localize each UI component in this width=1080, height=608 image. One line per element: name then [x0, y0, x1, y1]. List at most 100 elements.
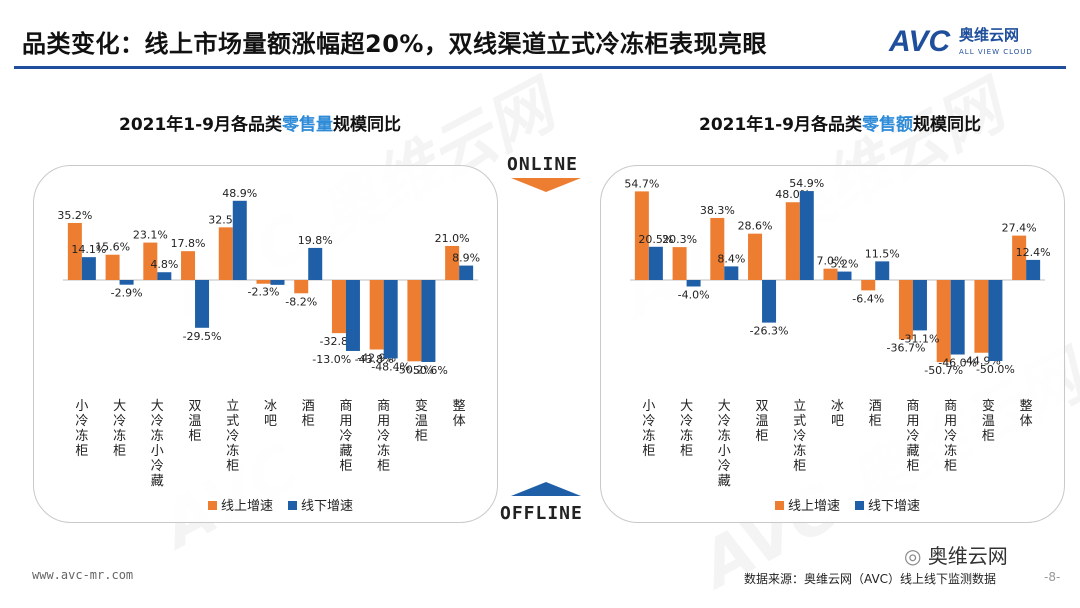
bar-offline	[988, 280, 1003, 361]
bar-offline	[1026, 259, 1041, 280]
bar-online	[898, 280, 913, 340]
bar-online	[785, 202, 800, 280]
legend-swatch	[208, 501, 217, 510]
logo-sub: ALL VIEW CLOUD	[959, 48, 1033, 56]
bar-offline	[724, 266, 739, 280]
bar-online	[407, 280, 422, 362]
data-label: -2.3%	[248, 286, 280, 299]
offline-badge: OFFLINE	[500, 503, 583, 524]
data-label: 38.3%	[700, 204, 735, 217]
data-label: -6.4%	[852, 292, 884, 305]
bar-offline	[308, 247, 323, 280]
online-arrow-icon	[511, 178, 581, 192]
category-label: 双温柜	[756, 399, 769, 444]
category-label: 大冷冻小冷藏	[718, 399, 731, 489]
category-label: 变温柜	[415, 398, 428, 444]
data-label: 23.1%	[133, 229, 168, 242]
chart-title-volume: 2021年1-9月各品类零售量规模同比	[70, 110, 450, 136]
category-label: 立式冷冻柜	[793, 399, 806, 474]
bar-offline	[950, 280, 965, 355]
category-label: 整体	[453, 399, 466, 429]
category-label: 商用冷冻柜	[377, 399, 390, 474]
bar-offline	[232, 200, 247, 280]
bar-offline	[119, 280, 134, 285]
data-label: 28.6%	[738, 220, 773, 233]
legend-swatch	[775, 501, 784, 510]
data-label: 11.5%	[865, 247, 900, 260]
category-label: 双温柜	[189, 399, 202, 444]
bar-offline	[837, 271, 852, 280]
data-label: -29.5%	[183, 330, 222, 343]
bar-offline	[686, 280, 701, 287]
data-label: 7.0%	[817, 255, 845, 268]
data-label: -46.0%	[938, 357, 977, 370]
category-label: 酒柜	[302, 399, 315, 429]
wechat-icon: ◎	[904, 544, 928, 568]
bar-offline	[81, 257, 96, 280]
data-label: -48.4%	[371, 360, 410, 373]
bar-online	[861, 280, 876, 291]
bar-online	[445, 245, 460, 280]
chart-title-suffix: 规模同比	[913, 115, 982, 135]
category-label: 大冷冻柜	[680, 399, 693, 459]
data-label: 48.9%	[222, 187, 257, 200]
data-label: -4.0%	[678, 288, 710, 301]
chart-title-highlight: 零售量	[282, 115, 334, 135]
bar-offline	[762, 280, 777, 323]
legend-swatch	[855, 501, 864, 510]
category-label: 大冷冻小冷藏	[151, 399, 164, 489]
data-label: 27.4%	[1002, 222, 1037, 235]
logo-text: AVC	[888, 25, 951, 58]
category-label: 商用冷藏柜	[906, 399, 919, 474]
data-label: -26.3%	[750, 325, 789, 338]
category-label: 商用冷冻柜	[944, 399, 957, 474]
category-label: 小冷冻柜	[75, 399, 88, 459]
page-title: 品类变化：线上市场量额涨幅超20%，双线渠道立式冷冻柜表现亮眼	[22, 30, 767, 58]
data-label: 20.5%	[638, 233, 673, 246]
bar-online	[748, 233, 763, 280]
category-label: 整体	[1020, 399, 1033, 429]
bar-online	[256, 280, 271, 284]
bar-online	[634, 191, 649, 280]
category-label: 商用冷藏柜	[339, 399, 352, 474]
bar-online	[143, 242, 158, 280]
data-label: 12.4%	[1016, 246, 1051, 259]
data-label: 35.2%	[57, 209, 92, 222]
category-label: 立式冷冻柜	[226, 399, 239, 474]
bar-offline	[799, 191, 814, 280]
bar-online	[67, 222, 82, 280]
wechat-account: ◎ 奥维云网	[904, 540, 1008, 569]
data-label: 4.8%	[150, 258, 178, 271]
category-label: 冰吧	[831, 399, 844, 429]
chart-title-prefix: 2021年1-9月各品类	[698, 115, 863, 135]
data-label: 20.3%	[662, 233, 697, 246]
legend-swatch	[288, 501, 297, 510]
chart-title-highlight: 零售额	[862, 115, 914, 135]
data-label: -13.0% -43.8%	[312, 353, 393, 366]
legend-label: 线上增速	[221, 499, 273, 514]
data-label: -8.2%	[285, 295, 317, 308]
bar-online	[1012, 235, 1027, 280]
avc-logo: AVC 奥维云网 ALL VIEW CLOUD	[888, 25, 1033, 58]
bar-online	[974, 280, 989, 353]
chart-title-value: 2021年1-9月各品类零售额规模同比	[650, 110, 1030, 136]
bar-online	[181, 251, 196, 280]
bar-online	[331, 280, 346, 334]
data-label: -2.9%	[111, 287, 143, 300]
data-label: -50.2%	[395, 363, 434, 376]
bar-offline	[421, 280, 436, 362]
bar-online	[672, 247, 687, 280]
data-label: 21.0%	[435, 232, 470, 245]
footer-url: www.avc-mr.com	[32, 568, 134, 582]
bar-online	[936, 280, 951, 363]
category-label: 大冷冻柜	[113, 399, 126, 459]
data-label: 5.2%	[831, 258, 859, 271]
bar-online	[218, 227, 233, 280]
online-badge: ONLINE	[507, 154, 579, 175]
data-label: 17.8%	[171, 237, 206, 250]
bar-online	[294, 280, 309, 294]
bar-offline	[270, 280, 285, 285]
bar-chart-volume: 35.2%15.6%23.1%17.8%32.5%-2.3%-8.2%-32.8…	[57, 187, 480, 514]
bar-offline	[875, 261, 890, 280]
bar-offline	[345, 280, 360, 351]
